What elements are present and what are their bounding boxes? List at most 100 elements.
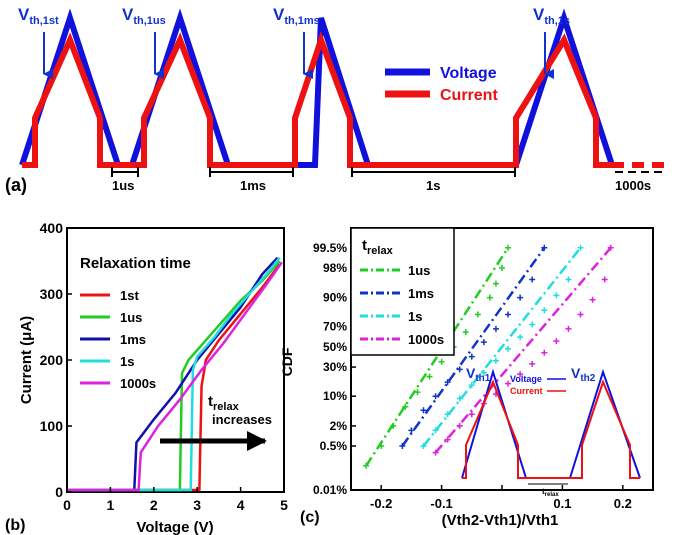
panel-b-xtick-label: 2: [150, 497, 158, 513]
panel-b-legend-label: 1us: [120, 310, 142, 325]
panel-c-point: [438, 358, 445, 365]
svg-text:increases: increases: [212, 412, 272, 427]
interval-1us-label: 1us: [112, 178, 134, 193]
panel-c-point: [456, 366, 463, 373]
inset-vth2-label: Vth2: [571, 365, 596, 384]
panel-b-xtick-label: 4: [237, 497, 245, 513]
panel-c-fit-line: [365, 247, 510, 467]
panel-b-series-1st: [67, 263, 281, 492]
panel-c-ytick-label: 0.5%: [320, 439, 348, 453]
panel-c-fit-line: [401, 247, 546, 447]
panel-c-ytick-label: 98%: [323, 261, 347, 275]
panel-c-point: [601, 276, 608, 283]
panel-b-legend-label: 1st: [120, 288, 139, 303]
panel-a-voltage-line: [19, 8, 615, 168]
svg-text:Vth,1us: Vth,1us: [122, 5, 166, 27]
panel-c-point: [480, 369, 487, 376]
panel-a-current-line: [22, 30, 612, 168]
panel-c-point: [492, 325, 499, 332]
panel-c-point: [565, 325, 572, 332]
panel-c-ytick-label: 99.5%: [313, 241, 347, 255]
panel-c-point: [468, 353, 475, 360]
panel-c-point: [432, 393, 439, 400]
vth-1ms-label: Vth,1ms: [273, 5, 320, 79]
panel-c-point: [390, 422, 397, 429]
panel-c-ytick-label: 10%: [323, 389, 347, 403]
panel-b-xtick-label: 1: [107, 497, 115, 513]
panel-c-ytick-label: 2%: [330, 419, 348, 433]
panel-b-legend-label: 1ms: [120, 332, 146, 347]
inset-current-line: [462, 379, 526, 479]
panel-b-xtick-label: 5: [280, 497, 288, 513]
panel-c-ytick-label: 0.01%: [313, 483, 347, 497]
panel-a: Vth,1st Vth,1us Vth,1ms Vth,1s Voltage C…: [5, 5, 670, 195]
interval-1us: 1us: [111, 167, 139, 193]
panel-c-ytick-label: 50%: [323, 340, 347, 354]
panel-c-point: [529, 360, 536, 367]
panel-c-legend-title: trelax: [362, 237, 394, 257]
panel-c-series-1ms: [399, 244, 548, 450]
panel-c-ytick-label: 30%: [323, 360, 347, 374]
panel-b-series: [67, 256, 283, 492]
panel-c-point: [456, 395, 463, 402]
panel-c-legend: 1us 1ms 1s 1000s: [360, 263, 444, 347]
panel-b-xtick-label: 3: [193, 497, 201, 513]
panel-b-legend-title: Relaxation time: [80, 255, 191, 272]
inset-relax-label: trelax: [542, 487, 559, 498]
panel-c-ylabel: CDF: [279, 347, 295, 376]
panel-b-ytick-label: 200: [40, 352, 64, 368]
panel-c-point: [517, 334, 524, 341]
panel-c-point: [468, 382, 475, 389]
panel-c-point: [505, 244, 512, 251]
inset-current-line-2: [570, 379, 640, 479]
panel-c-point: [499, 264, 505, 271]
interval-1ms-label: 1ms: [240, 178, 266, 193]
interval-1000s-label: 1000s: [615, 178, 651, 193]
vth-1us-label: Vth,1us: [122, 5, 166, 79]
panel-c-point: [468, 411, 475, 418]
panel-b-ylabel: Current (μA): [18, 316, 35, 404]
panel-c-point: [444, 411, 451, 418]
panel-c-legend-box: [350, 227, 455, 356]
panel-c-point: [529, 321, 536, 328]
legend-current-label: Current: [440, 87, 498, 104]
panel-b-xlabel: Voltage (V): [136, 519, 213, 535]
panel-a-tag: (a): [5, 175, 27, 195]
panel-b-ytick-label: 300: [40, 286, 64, 302]
panel-c-point: [414, 389, 421, 396]
panel-c-point: [607, 244, 614, 251]
panel-b-xtick-label: 0: [63, 497, 71, 513]
panel-b-series-1ms: [67, 256, 279, 492]
panel-c-point: [541, 244, 548, 251]
panel-c-point: [402, 403, 409, 410]
panel-c-point: [589, 296, 596, 303]
panel-c-point: [505, 380, 512, 387]
panel-c-point: [541, 307, 548, 314]
panel-c-ticks: -0.2 -0.1 0.1 0.2 0.01% 0.5% 2% 10% 30% 50% 70% 90%…: [313, 241, 632, 511]
interval-1s-label: 1s: [426, 178, 440, 193]
panel-b-tag: (b): [5, 517, 25, 534]
panel-b-legend-label: 1s: [120, 354, 134, 369]
panel-c-legend-label: 1000s: [408, 332, 444, 347]
panel-c-series-1s: [420, 244, 584, 450]
panel-c-point: [456, 422, 463, 429]
inset-legend-current: Current: [510, 386, 543, 396]
panel-c-fit-line: [434, 246, 612, 454]
vth-1s-label: Vth,1s: [533, 5, 570, 79]
legend-voltage-label: Voltage: [440, 65, 497, 82]
svg-text:Vth,1s: Vth,1s: [533, 5, 570, 27]
panel-c-point: [577, 311, 584, 318]
panel-c-ytick-label: 90%: [323, 291, 347, 305]
panel-c-xtick-label: 0.1: [553, 496, 571, 511]
panel-c-inset: trelax Vth1 Vth2 Voltage Current: [461, 365, 641, 498]
panel-c-point: [565, 276, 572, 283]
svg-text:Vth,1ms: Vth,1ms: [273, 5, 320, 27]
panel-c-point: [541, 349, 548, 356]
panel-a-legend: Voltage Current: [385, 65, 498, 104]
panel-c-point: [420, 443, 427, 450]
panel-c-xtick-label: 0.2: [614, 496, 632, 511]
panel-c-series: [363, 244, 614, 469]
panel-c-point: [432, 449, 439, 456]
panel-b-ticks: 0 1 2 3 4 5 0 100 200 300 400: [40, 220, 288, 513]
interval-1000s: 1000s: [615, 171, 665, 193]
